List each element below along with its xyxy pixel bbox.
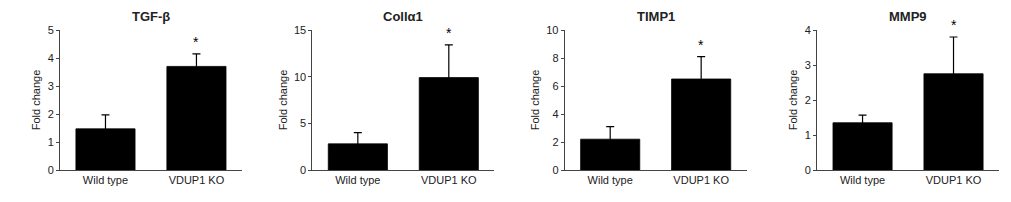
svg-text:*: * [193, 34, 199, 50]
svg-text:TGF-β: TGF-β [132, 9, 170, 24]
svg-text:Fold change: Fold change [529, 70, 541, 131]
svg-text:Fold change: Fold change [277, 70, 289, 131]
svg-text:VDUP1 KO: VDUP1 KO [673, 174, 729, 186]
svg-text:*: * [951, 17, 957, 33]
svg-text:10: 10 [546, 24, 558, 36]
svg-text:6: 6 [552, 80, 558, 92]
svg-text:Wild type: Wild type [83, 174, 128, 186]
svg-text:VDUP1 KO: VDUP1 KO [926, 174, 982, 186]
svg-text:4: 4 [552, 108, 558, 120]
svg-text:Collα1: Collα1 [383, 9, 423, 24]
svg-text:3: 3 [48, 80, 54, 92]
svg-text:5: 5 [300, 117, 306, 129]
svg-text:15: 15 [294, 24, 306, 36]
svg-text:*: * [446, 25, 452, 41]
svg-text:Fold change: Fold change [787, 70, 799, 131]
svg-text:Wild type: Wild type [840, 174, 885, 186]
svg-text:5: 5 [48, 24, 54, 36]
svg-text:10: 10 [294, 71, 306, 83]
svg-text:2: 2 [805, 94, 811, 106]
svg-text:VDUP1 KO: VDUP1 KO [421, 174, 477, 186]
svg-text:0: 0 [48, 164, 54, 176]
svg-text:0: 0 [805, 164, 811, 176]
svg-text:8: 8 [552, 52, 558, 64]
svg-text:4: 4 [48, 52, 54, 64]
svg-text:0: 0 [300, 164, 306, 176]
svg-text:1: 1 [48, 136, 54, 148]
svg-text:3: 3 [805, 59, 811, 71]
svg-text:Fold change: Fold change [30, 70, 42, 131]
svg-text:2: 2 [48, 108, 54, 120]
svg-text:Wild type: Wild type [335, 174, 380, 186]
svg-text:0: 0 [552, 164, 558, 176]
svg-text:2: 2 [552, 136, 558, 148]
svg-text:1: 1 [805, 129, 811, 141]
svg-text:VDUP1 KO: VDUP1 KO [169, 174, 225, 186]
svg-text:4: 4 [805, 24, 811, 36]
svg-text:Wild type: Wild type [588, 174, 633, 186]
svg-text:*: * [698, 37, 704, 53]
svg-text:TIMP1: TIMP1 [637, 9, 675, 24]
svg-text:MMP9: MMP9 [889, 9, 927, 24]
